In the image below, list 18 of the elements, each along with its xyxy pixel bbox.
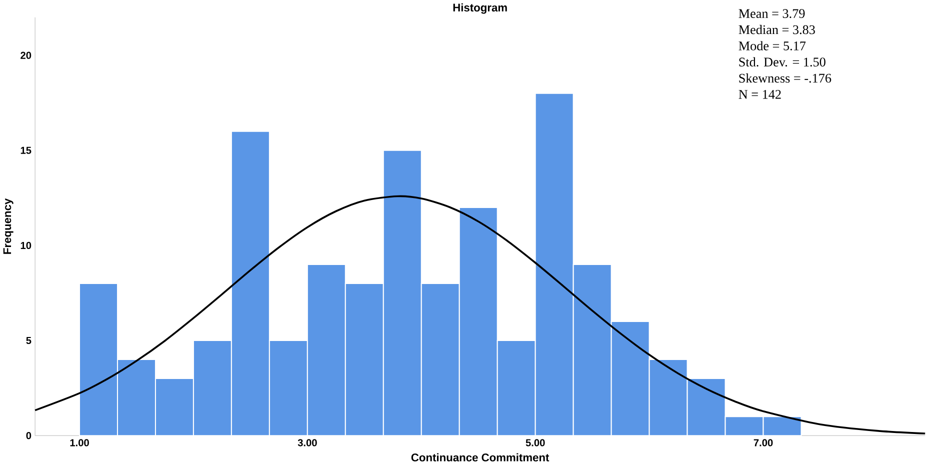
x-tick-label: 1.00 (70, 439, 89, 446)
x-axis-title: Continuance Commitment (411, 453, 550, 462)
annotation: Std. Dev. = 1.50 (739, 57, 826, 67)
y-tick-label: 20 (20, 52, 32, 60)
annotation: Skewness = -.176 (739, 74, 832, 83)
x-tick-label: 7.00 (754, 439, 773, 446)
x-tick-label: 5.00 (526, 439, 545, 446)
y-tick-label: 15 (20, 146, 32, 154)
annotation: Mean = 3.79 (738, 9, 805, 18)
chart-title: Histogram (453, 3, 507, 14)
y-tick-label: 10 (20, 242, 32, 250)
annotation: Median = 3.83 (738, 25, 815, 34)
y-tick-label: 5 (26, 337, 32, 344)
annotation: N = 142 (738, 90, 781, 99)
x-tick-label: 3.00 (298, 439, 317, 446)
y-axis-title: Frequency (3, 198, 14, 254)
annotation: Mode = 5.17 (738, 41, 806, 50)
y-tick-label: 0 (26, 432, 32, 440)
